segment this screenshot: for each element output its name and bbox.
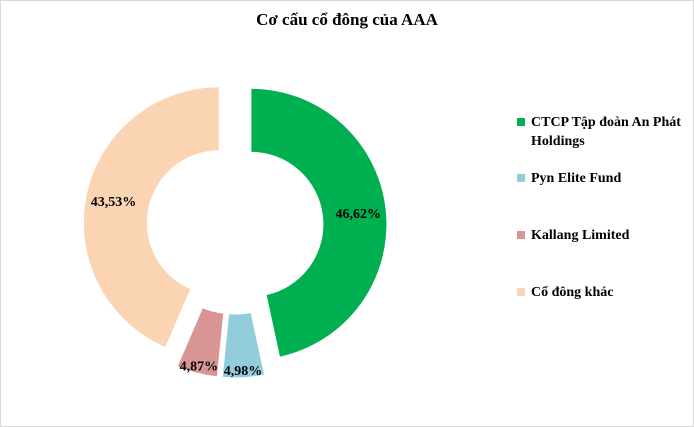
slice-co-dong-khac (82, 86, 220, 349)
legend-label: CTCP Tập đoàn An Phát Holdings (531, 115, 681, 149)
legend-label: Kallang Limited (531, 228, 630, 243)
legend-swatch-an-phat (517, 118, 525, 126)
slice-an-phat (250, 87, 388, 358)
label-pyn-elite: 4,98% (224, 364, 263, 379)
legend-swatch-kallang (517, 231, 525, 239)
legend-label: Cổ đông khác (531, 285, 614, 300)
legend-item-kallang: Kallang Limited (515, 226, 690, 245)
slice-pyn-elite (221, 311, 266, 379)
label-an-phat: 46,62% (336, 207, 382, 222)
legend-item-co-dong-khac: Cổ đông khác (515, 283, 690, 302)
slice-kallang (176, 306, 225, 378)
legend-swatch-pyn-elite (517, 174, 525, 182)
legend-label: Pyn Elite Fund (531, 171, 622, 186)
legend-item-an-phat: CTCP Tập đoàn An Phát Holdings (515, 113, 690, 151)
label-kallang: 4,87% (180, 359, 219, 374)
legend: CTCP Tập đoàn An Phát Holdings Pyn Elite… (515, 0, 690, 427)
legend-item-pyn-elite: Pyn Elite Fund (515, 169, 690, 188)
label-co-dong-khac: 43,53% (91, 195, 137, 210)
chart-title: Cơ cấu cổ đông của AAA (256, 10, 438, 29)
legend-swatch-co-dong-khac (517, 288, 525, 296)
